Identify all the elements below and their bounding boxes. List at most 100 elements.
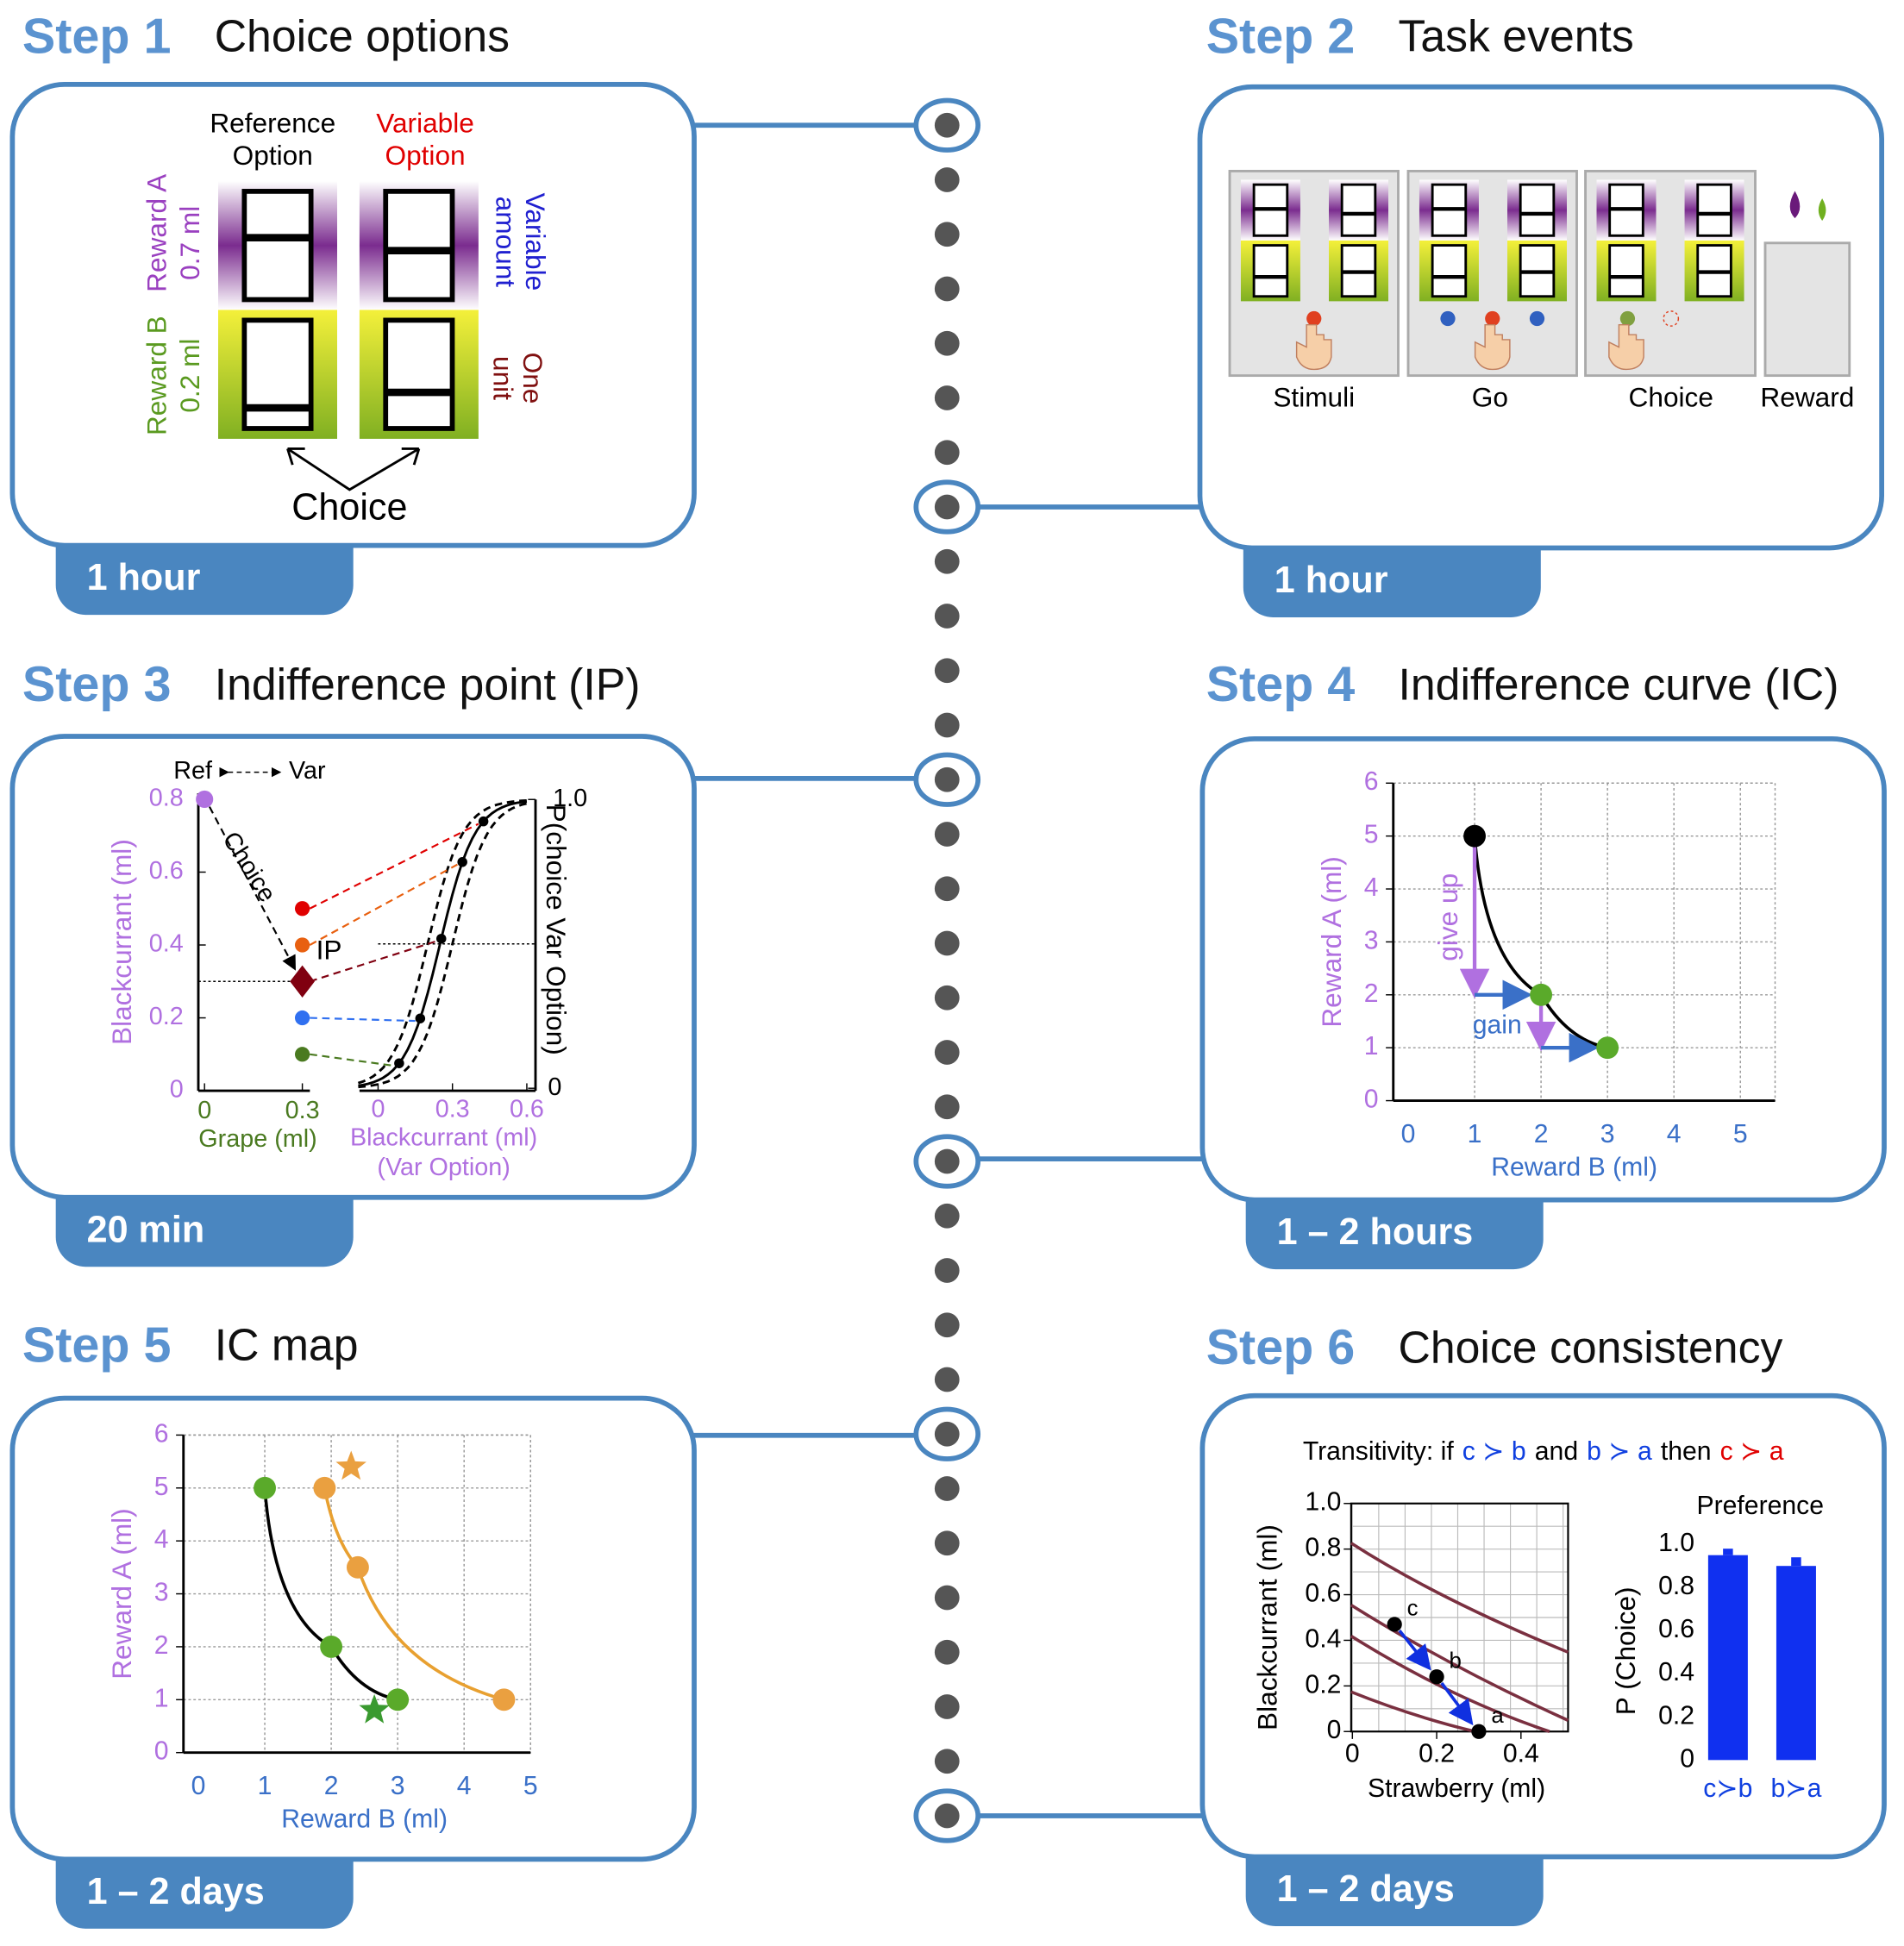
y-tick-label: 0.8 — [149, 785, 184, 812]
x-tick-label: 3 — [1600, 1120, 1615, 1148]
x-axis-label: Grape (ml) — [198, 1125, 316, 1153]
reward-label: Reward B — [141, 316, 172, 435]
bundle-point — [492, 1688, 516, 1711]
psychometric-curve — [357, 798, 528, 1085]
timeline-dot — [934, 1312, 960, 1338]
x-tick-label: 0 — [371, 1096, 385, 1123]
step-title: Choice consistency — [1399, 1323, 1783, 1373]
bundle-point — [320, 1635, 343, 1658]
stimulus-frame — [1340, 183, 1377, 237]
reward-label: Reward A — [141, 173, 172, 292]
x-tick-label: 3 — [391, 1772, 405, 1800]
stimulus-frame — [1252, 244, 1289, 298]
timeline-dot — [934, 1203, 960, 1229]
amount-label: Variable — [520, 193, 551, 291]
step-title: Indifference point (IP) — [215, 660, 641, 710]
y-axis-label: Reward A (ml) — [1316, 856, 1347, 1027]
timeline-ring — [913, 1134, 981, 1189]
var-label: Var — [289, 757, 326, 785]
timeline-dot — [934, 985, 960, 1011]
option-point — [1471, 1724, 1487, 1739]
step-label: Step 6 — [1206, 1320, 1356, 1375]
y-tick-label: 5 — [154, 1473, 169, 1501]
cue — [1663, 310, 1680, 327]
bundle-point — [254, 1476, 276, 1499]
x-axis-label: (Var Option) — [377, 1154, 510, 1181]
rule-part: c ≻ b — [1462, 1437, 1526, 1466]
y-tick-label: 0 — [1327, 1716, 1342, 1744]
event-label: Reward — [1760, 381, 1854, 412]
point-label: b — [1449, 1649, 1461, 1673]
step-label: Step 2 — [1206, 9, 1356, 64]
bundle-point — [1463, 824, 1486, 848]
stimulus-frame — [241, 317, 314, 431]
y-tick-label: 0.2 — [149, 1003, 184, 1030]
psychometric-curve — [358, 800, 528, 1087]
rule-part: then — [1661, 1437, 1712, 1466]
timeline-dot — [934, 1803, 960, 1829]
y-axis-label: Blackcurrant (ml) — [1251, 1524, 1282, 1730]
mapping-arrow — [309, 863, 458, 946]
y-tick-label: 1 — [1364, 1032, 1379, 1061]
timeline-dot — [934, 712, 960, 738]
y-tick-label: 0.4 — [1305, 1624, 1341, 1653]
stimulus-frame — [383, 317, 455, 431]
stimulus-frame — [241, 189, 314, 303]
transitivity-rule: Transitivity: if c ≻ b and b ≻ a then c ≻ a — [1303, 1437, 1784, 1466]
y-tick-label: 0.2 — [1658, 1701, 1694, 1730]
x-tick-label: 0 — [191, 1772, 206, 1800]
x-tick-label: 5 — [523, 1772, 538, 1800]
duration: 20 min — [87, 1209, 205, 1250]
timeline-dot — [934, 876, 960, 902]
curve-point — [394, 1058, 404, 1068]
bar-title: Preference — [1696, 1492, 1824, 1520]
timeline-dot — [934, 167, 960, 192]
y-tick-label: 0 — [1680, 1744, 1694, 1773]
hand-icon — [1474, 323, 1511, 371]
hand-icon — [1295, 323, 1332, 371]
panel — [1199, 735, 1887, 1203]
ip-label: IP — [316, 934, 342, 965]
ref-label: Ref — [173, 757, 213, 785]
duration: 1 hour — [1275, 560, 1388, 601]
x-tick-label: 1 — [1468, 1120, 1482, 1148]
stimulus-frame — [1608, 244, 1644, 298]
mapping-arrow — [310, 1053, 395, 1067]
y-tick-label: 2 — [154, 1631, 169, 1660]
y-tick-label: 0.2 — [1305, 1670, 1341, 1699]
choice-label: Choice — [291, 486, 407, 528]
x-tick-label: 1 — [258, 1772, 272, 1800]
bundle-point — [346, 1555, 369, 1579]
unit-label: One — [517, 353, 548, 404]
x-tick-label: 4 — [1667, 1120, 1682, 1148]
y-tick-label: 4 — [1364, 873, 1379, 902]
timeline-dot — [934, 222, 960, 247]
y-tick-label: 0 — [154, 1737, 169, 1766]
x-tick-label: 0.2 — [1419, 1740, 1455, 1768]
event-panel — [1763, 241, 1851, 378]
timeline-dot — [934, 1749, 960, 1774]
duration: 1 – 2 days — [87, 1871, 265, 1912]
duration: 1 – 2 hours — [1277, 1211, 1474, 1253]
indifference-curve — [1350, 1635, 1550, 1733]
x-axis-label: Reward B (ml) — [1491, 1154, 1657, 1182]
bundle-point — [1596, 1036, 1619, 1060]
timeline-dot — [934, 112, 960, 138]
option-label: Option — [233, 140, 313, 171]
bundle-point — [386, 1688, 410, 1711]
star-bundle — [335, 1450, 366, 1480]
gain-label: gain — [1473, 1011, 1522, 1039]
y-tick-label: 6 — [154, 1419, 169, 1448]
timeline-dot — [934, 1094, 960, 1120]
timeline-dot — [934, 1639, 960, 1665]
timeline-dot — [934, 385, 960, 410]
x-tick-label: 0.6 — [510, 1096, 544, 1123]
step-title: Choice options — [215, 11, 510, 61]
point-label: c — [1407, 1597, 1419, 1621]
indifference-curve — [1350, 1604, 1569, 1722]
y-axis-label: P (Choice) — [1610, 1586, 1641, 1715]
timeline-dot — [934, 822, 960, 847]
timeline-dot — [934, 548, 960, 574]
y-tick-label: 0.4 — [149, 930, 184, 958]
